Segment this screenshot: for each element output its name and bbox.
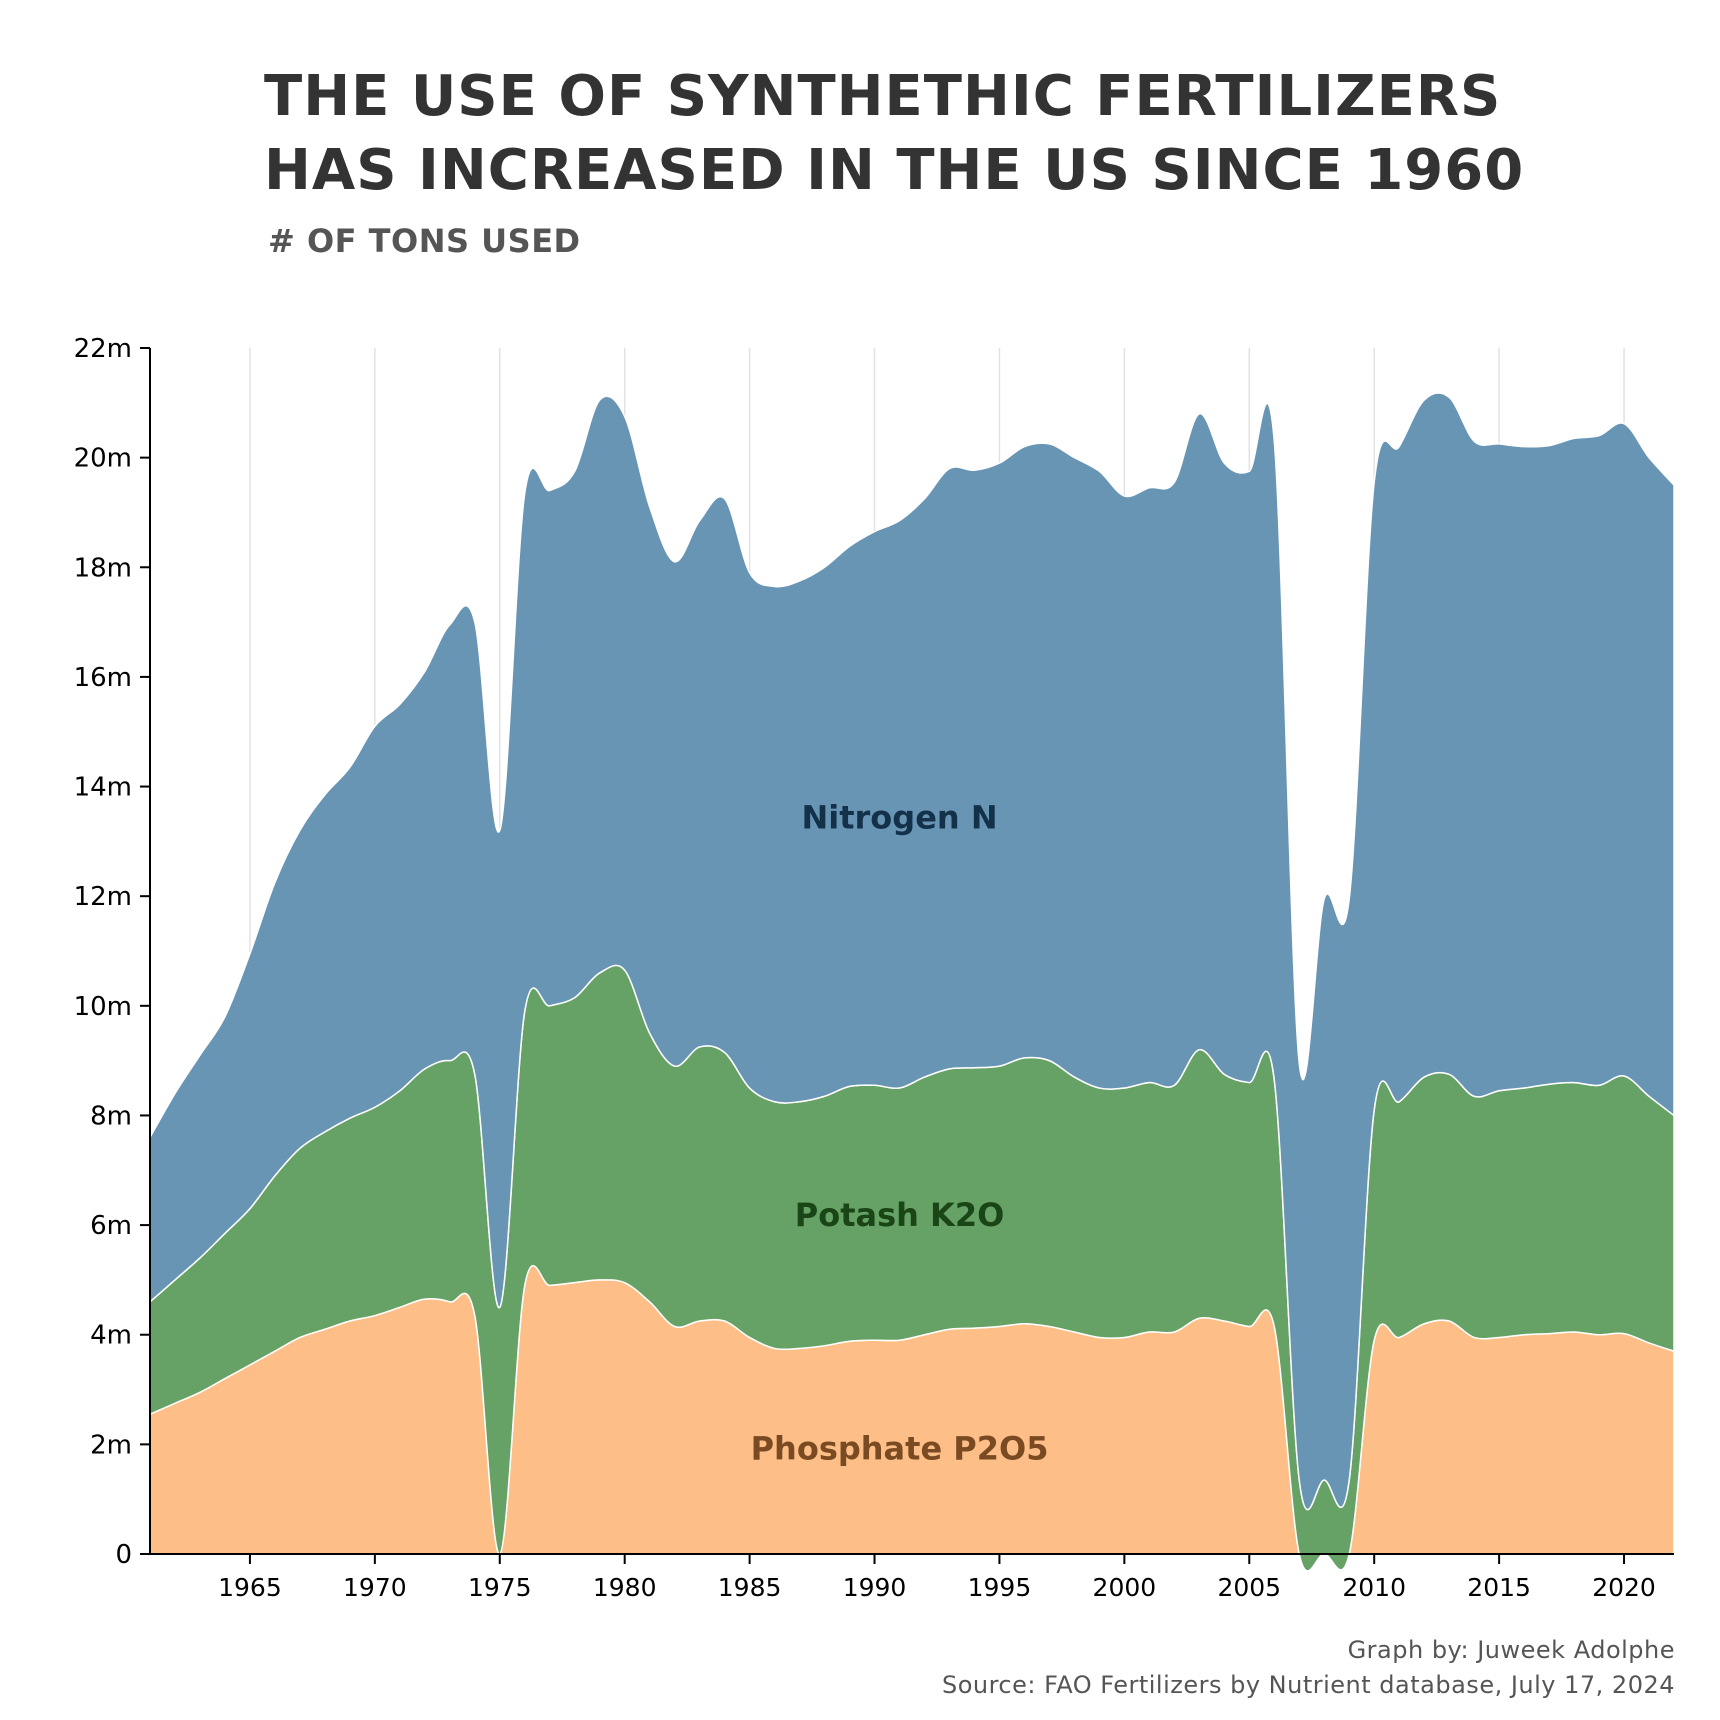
y-tick-label-20: 20m (74, 444, 132, 474)
chart-title: THE USE OF SYNTHETHIC FERTILIZERS HAS IN… (264, 60, 1524, 208)
x-tick-label-2000: 2000 (1093, 1573, 1157, 1602)
x-tick-label-1965: 1965 (218, 1573, 282, 1602)
y-tick-label-4: 4m (90, 1321, 132, 1351)
y-tick-label-10: 10m (74, 992, 132, 1022)
series-label-phosphate-p2o5: Phosphate P2O5 (751, 1430, 1049, 1468)
y-tick-label-12: 12m (74, 882, 132, 912)
x-tick-label-1975: 1975 (468, 1573, 532, 1602)
x-tick-label-1985: 1985 (718, 1573, 782, 1602)
x-tick-label-1990: 1990 (843, 1573, 907, 1602)
y-tick-label-14: 14m (74, 773, 132, 803)
area-nitrogen-n (149, 392, 1675, 1511)
y-tick-label-8: 8m (90, 1101, 132, 1131)
source-credit: Source: FAO Fertilizers by Nutrient data… (941, 1671, 1675, 1699)
x-tick-label-2015: 2015 (1467, 1573, 1531, 1602)
chart-subtitle: # OF TONS USED (268, 222, 581, 260)
graph-credit: Graph by: Juweek Adolphe (1347, 1636, 1675, 1664)
y-tick-label-16: 16m (74, 663, 132, 693)
x-tick-label-2005: 2005 (1217, 1573, 1281, 1602)
x-tick-label-2020: 2020 (1592, 1573, 1656, 1602)
chart-title-line-2: HAS INCREASED IN THE US SINCE 1960 (264, 138, 1525, 203)
y-tick-label-2: 2m (90, 1430, 132, 1460)
x-tick-label-1970: 1970 (343, 1573, 407, 1602)
y-tick-label-0: 0 (115, 1540, 132, 1570)
series-label-nitrogen-n: Nitrogen N (801, 798, 997, 836)
chart-title-line-1: THE USE OF SYNTHETHIC FERTILIZERS (264, 64, 1502, 129)
series-label-potash-k2o: Potash K2O (795, 1196, 1005, 1234)
y-tick-label-18: 18m (74, 553, 132, 583)
x-tick-label-1995: 1995 (968, 1573, 1032, 1602)
x-tick-label-2010: 2010 (1342, 1573, 1406, 1602)
y-tick-label-6: 6m (90, 1211, 132, 1241)
y-tick-label-22: 22m (74, 334, 132, 364)
x-tick-label-1980: 1980 (593, 1573, 657, 1602)
